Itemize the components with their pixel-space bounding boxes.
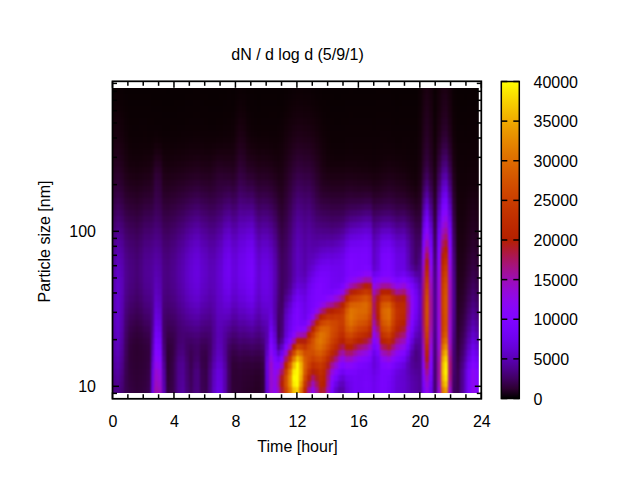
svg-text:Particle size [nm]: Particle size [nm] (36, 181, 53, 303)
svg-text:16: 16 (350, 413, 368, 430)
svg-text:35000: 35000 (534, 113, 579, 130)
svg-text:4: 4 (170, 413, 179, 430)
svg-text:0: 0 (534, 391, 543, 408)
svg-text:100: 100 (69, 223, 96, 240)
svg-text:20000: 20000 (534, 232, 579, 249)
svg-text:12: 12 (289, 413, 307, 430)
svg-text:25000: 25000 (534, 192, 579, 209)
svg-text:0: 0 (109, 413, 118, 430)
svg-text:Time [hour]: Time [hour] (257, 438, 337, 455)
svg-text:5000: 5000 (534, 351, 570, 368)
svg-text:20: 20 (411, 413, 429, 430)
svg-text:15000: 15000 (534, 272, 579, 289)
svg-text:10: 10 (78, 378, 96, 395)
svg-text:24: 24 (473, 413, 491, 430)
svg-text:30000: 30000 (534, 153, 579, 170)
svg-text:10000: 10000 (534, 311, 579, 328)
svg-text:dN / d log d (5/9/1): dN / d log d (5/9/1) (231, 46, 364, 63)
svg-text:8: 8 (231, 413, 240, 430)
svg-text:40000: 40000 (534, 74, 579, 91)
